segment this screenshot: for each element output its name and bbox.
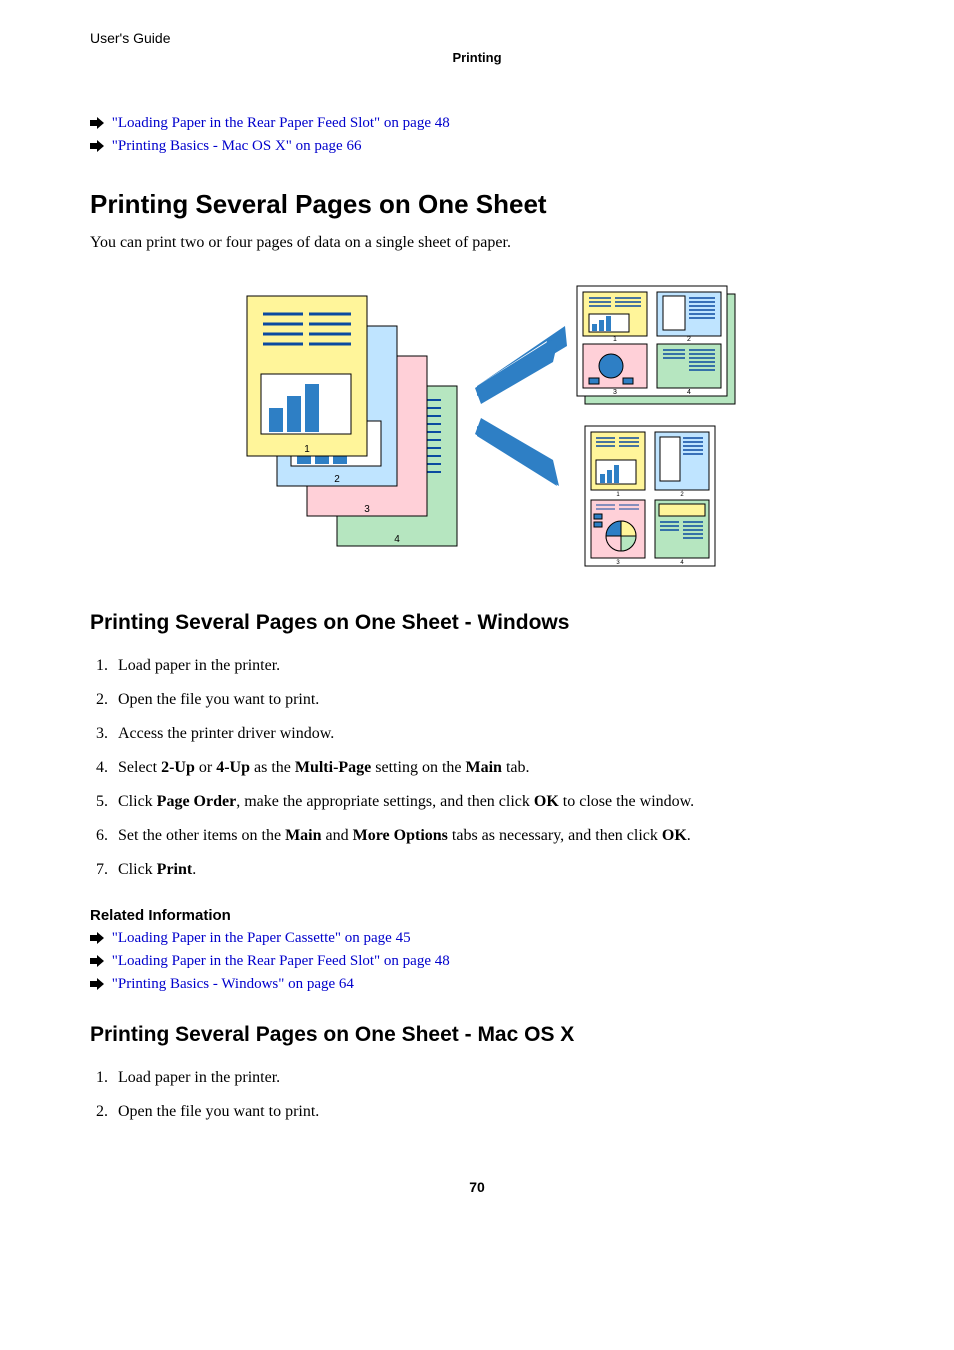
link-item: "Loading Paper in the Paper Cassette" on… [90,930,864,947]
windows-steps: Load paper in the printer. Open the file… [90,649,864,887]
step-item: Click Page Order, make the appropriate s… [112,785,864,819]
related-link[interactable]: "Printing Basics - Mac OS X" on page 66 [112,138,362,154]
step-item: Open the file you want to print. [112,683,864,717]
heading-windows: Printing Several Pages on One Sheet - Wi… [90,611,864,635]
related-link[interactable]: "Loading Paper in the Rear Paper Feed Sl… [112,953,450,969]
svg-text:2: 2 [334,474,340,485]
step-item: Load paper in the printer. [112,649,864,683]
step-item: Set the other items on the Main and More… [112,819,864,853]
heading-printing-several-pages: Printing Several Pages on One Sheet [90,189,864,220]
step-item: Open the file you want to print. [112,1095,864,1129]
svg-text:2: 2 [687,336,691,343]
related-heading: Related Information [90,907,864,924]
section-label: Printing [90,50,864,65]
link-item: "Loading Paper in the Rear Paper Feed Sl… [90,115,864,132]
arrow-right-icon [90,930,104,947]
arrow-right-icon [90,953,104,970]
svg-text:1: 1 [613,336,617,343]
arrow-right-icon [90,115,104,132]
svg-text:3: 3 [364,504,370,515]
step-item: Click Print. [112,853,864,887]
link-item: "Loading Paper in the Rear Paper Feed Sl… [90,953,864,970]
related-link[interactable]: "Loading Paper in the Rear Paper Feed Sl… [112,115,450,131]
intro-text: You can print two or four pages of data … [90,234,864,252]
related-link[interactable]: "Loading Paper in the Paper Cassette" on… [112,930,411,946]
svg-text:4: 4 [687,389,691,396]
step-item: Access the printer driver window. [112,717,864,751]
related-link[interactable]: "Printing Basics - Windows" on page 64 [112,976,354,992]
step-item: Load paper in the printer. [112,1061,864,1095]
heading-macosx: Printing Several Pages on One Sheet - Ma… [90,1023,864,1047]
nup-figure: 4 3 2 [90,276,864,581]
guide-label: User's Guide [90,30,864,46]
svg-text:3: 3 [613,389,617,396]
svg-text:1: 1 [304,444,310,455]
link-item: "Printing Basics - Windows" on page 64 [90,976,864,993]
macosx-steps: Load paper in the printer. Open the file… [90,1061,864,1129]
arrow-right-icon [90,138,104,155]
svg-text:4: 4 [394,534,400,545]
step-item: Select 2-Up or 4-Up as the Multi-Page se… [112,751,864,785]
page-number: 70 [90,1179,864,1195]
arrow-right-icon [90,976,104,993]
link-item: "Printing Basics - Mac OS X" on page 66 [90,138,864,155]
